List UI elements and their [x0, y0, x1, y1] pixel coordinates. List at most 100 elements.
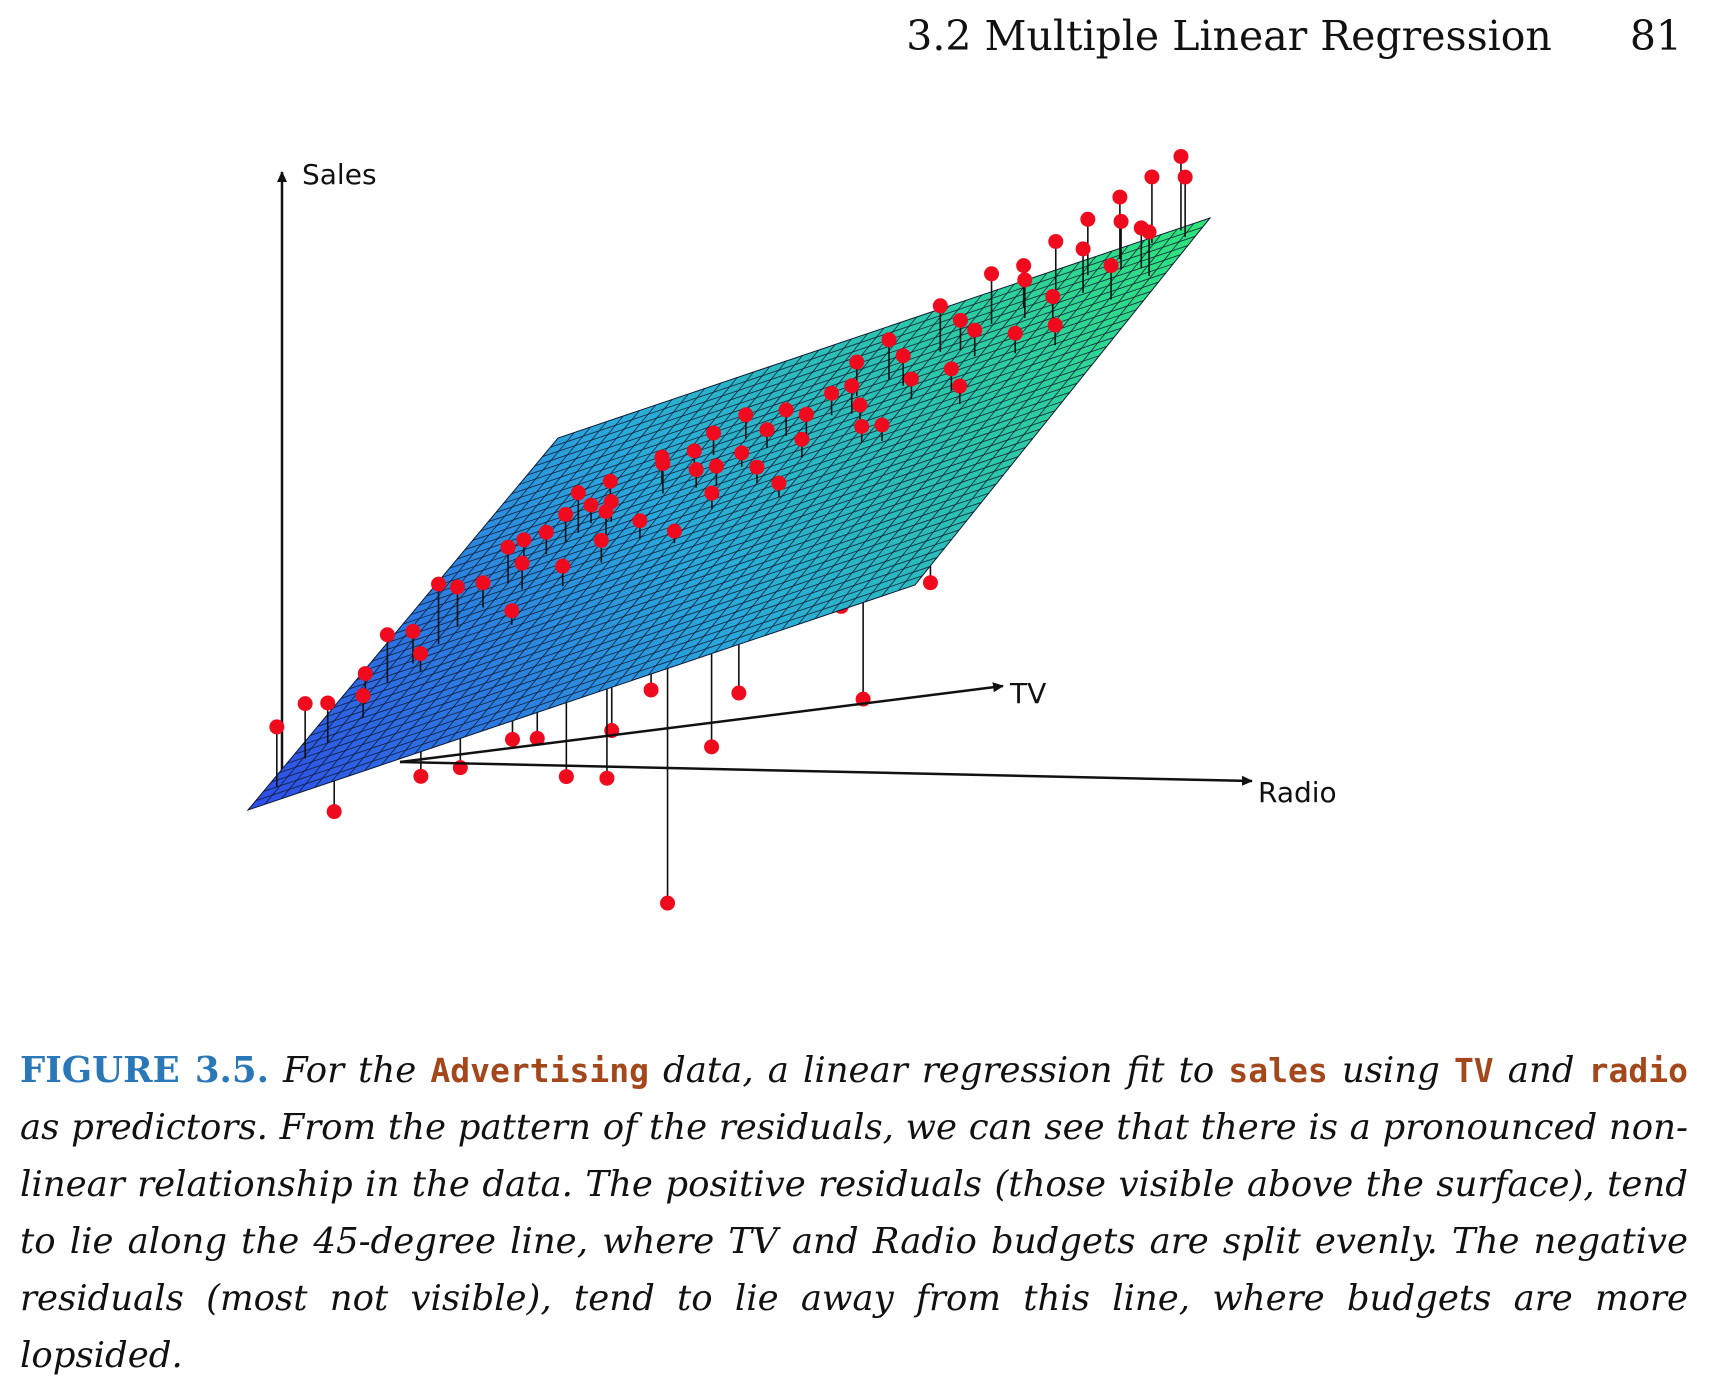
data-point-above: [943, 361, 959, 377]
data-point-above: [1048, 233, 1064, 249]
data-point-above: [297, 696, 313, 712]
radio-axis: [399, 760, 1253, 786]
data-point-above: [593, 532, 609, 548]
mesh-line: [747, 272, 1048, 642]
mesh-line: [542, 235, 1196, 458]
data-point-below: [599, 770, 615, 786]
data-point-below: [558, 769, 574, 785]
data-point-above: [1103, 258, 1119, 274]
data-point-above: [583, 497, 599, 513]
data-point-above: [555, 558, 571, 574]
caption-text-4: and: [1493, 1050, 1589, 1091]
mesh-line: [495, 290, 1152, 513]
caption-text-1: For the: [268, 1050, 431, 1091]
mesh-line: [433, 364, 1093, 588]
data-point-above: [984, 266, 1000, 282]
mesh-line: [631, 311, 934, 681]
mesh-line: [681, 294, 983, 665]
data-point-above: [1016, 258, 1032, 274]
data-point-above: [570, 485, 586, 501]
data-point-above: [734, 445, 750, 461]
caption-code-radio: radio: [1588, 1051, 1688, 1090]
running-header: 3.2 Multiple Linear Regression 81: [906, 12, 1682, 60]
data-point-above: [538, 524, 554, 540]
data-point-above: [602, 473, 618, 489]
figure-3-5: Sales TV Radio: [240, 148, 1470, 960]
mesh-line: [464, 327, 1122, 551]
data-point-above: [1007, 325, 1023, 341]
data-point-above: [932, 298, 948, 314]
mesh-line: [614, 316, 917, 687]
data-point-above: [1017, 272, 1033, 288]
mesh-line: [472, 318, 1130, 541]
data-point-above: [514, 555, 530, 571]
mesh-line: [814, 250, 1113, 620]
data-point-above: [355, 688, 371, 704]
data-point-below: [704, 739, 720, 755]
data-point-above: [881, 332, 897, 348]
mesh-line: [449, 346, 1107, 569]
above-surface-points: [269, 148, 1193, 787]
data-point-above: [431, 576, 447, 592]
data-point-above: [952, 378, 968, 394]
data-point-above: [516, 532, 532, 548]
data-point-above: [903, 371, 919, 387]
mesh-line: [511, 272, 1166, 495]
data-point-above: [852, 397, 868, 413]
mesh-line: [441, 355, 1100, 578]
figure-caption: FIGURE 3.5. For the Advertising data, a …: [20, 1042, 1688, 1384]
mesh-line: [410, 391, 1071, 616]
data-point-above: [558, 506, 574, 522]
data-point-above: [778, 402, 794, 418]
data-point-above: [1144, 169, 1160, 185]
data-point-above: [666, 523, 682, 539]
mesh-line: [781, 261, 1080, 631]
data-point-below: [922, 575, 938, 591]
caption-text-3: using: [1327, 1050, 1454, 1091]
data-point-below: [529, 730, 545, 746]
mesh-line: [731, 278, 1032, 648]
section-title: 3.2 Multiple Linear Regression: [906, 12, 1552, 60]
data-point-above: [379, 627, 395, 643]
data-point-below: [413, 768, 429, 784]
data-point-above: [1047, 317, 1063, 333]
data-point-above: [357, 666, 373, 682]
caption-figure-label: FIGURE 3.5.: [20, 1050, 269, 1091]
data-point-above: [1112, 189, 1128, 205]
data-point-above: [708, 458, 724, 474]
data-point-above: [895, 348, 911, 364]
page-number: 81: [1629, 12, 1682, 60]
data-point-above: [706, 425, 722, 441]
mesh-line: [897, 223, 1195, 591]
data-point-above: [598, 503, 614, 519]
mesh-line: [457, 336, 1115, 560]
data-point-below: [504, 731, 520, 747]
mesh-line: [664, 300, 966, 670]
caption-code-advertising: Advertising: [430, 1051, 649, 1090]
data-point-above: [849, 354, 865, 370]
data-point-above: [632, 513, 648, 529]
data-point-above: [655, 456, 671, 472]
data-point-above: [967, 322, 983, 338]
data-point-below: [326, 804, 342, 820]
mesh-line: [418, 382, 1078, 606]
data-point-above: [749, 459, 765, 475]
data-point-above: [320, 695, 336, 711]
mesh-line: [519, 263, 1174, 485]
data-point-below: [731, 685, 747, 701]
data-point-above: [405, 623, 421, 639]
data-point-above: [798, 406, 814, 422]
caption-code-tv: TV: [1453, 1051, 1494, 1090]
mesh-line: [426, 373, 1085, 597]
data-point-above: [475, 575, 491, 591]
data-point-above: [759, 422, 775, 438]
caption-text-2: data, a linear regression fit to: [648, 1050, 1229, 1091]
mesh-line: [402, 401, 1063, 625]
mesh-line: [534, 245, 1189, 467]
data-point-above: [686, 443, 702, 459]
mesh-line: [831, 245, 1129, 614]
mesh-line: [647, 305, 950, 676]
data-point-above: [449, 579, 465, 595]
caption-text-5: as predictors. From the pattern of the r…: [20, 1107, 1688, 1376]
data-point-above: [854, 419, 870, 434]
